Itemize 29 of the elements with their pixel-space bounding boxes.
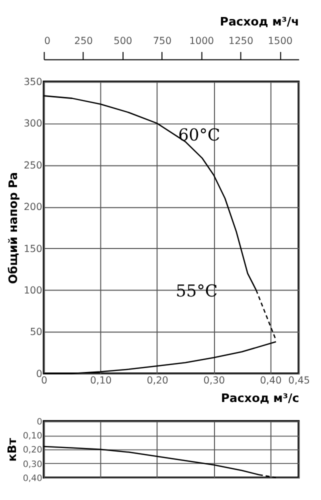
x2-tick-label: 0 [44, 36, 50, 48]
y-tick-label: 200 [24, 202, 42, 214]
y-tick-label: 0,20 [22, 446, 42, 456]
y-tick-label: 150 [24, 244, 42, 255]
x2-tick-label: 750 [152, 36, 172, 48]
y-tick-label: 0,40 [22, 474, 42, 484]
y-tick-label: 300 [24, 118, 42, 130]
y-tick-label: 0,30 [22, 460, 42, 470]
x2-tick-label: 1250 [228, 36, 254, 48]
y-tick-label: 250 [24, 160, 42, 172]
y-axis-title: Общий напор Pa [6, 172, 20, 284]
y-axis-title: кВт [5, 438, 20, 462]
x2-tick-label: 1000 [189, 36, 214, 48]
x2-tick-label: 250 [74, 36, 93, 48]
x2-axis-title: Расход м³/ч [220, 14, 300, 29]
y-tick-label: 100 [24, 285, 42, 296]
x2-tick-label: 500 [114, 36, 132, 48]
y-tick-label: 0,10 [22, 432, 42, 442]
x-axis-title: Расход м³/с [220, 391, 300, 406]
y-tick-label: 350 [24, 77, 42, 88]
x-tick-label: 0,20 [146, 376, 168, 387]
x-tick-label: 0,45 [288, 376, 310, 387]
y-tick-label: 50 [30, 327, 42, 338]
x-tick-label: 0,30 [203, 376, 225, 387]
x-tick-label: 0,40 [260, 376, 282, 387]
x2-tick-label: 1500 [268, 36, 293, 48]
y-tick-label: 0 [36, 418, 42, 428]
x-tick-label: 0,10 [90, 376, 112, 387]
y-tick-label: 0 [36, 368, 42, 380]
